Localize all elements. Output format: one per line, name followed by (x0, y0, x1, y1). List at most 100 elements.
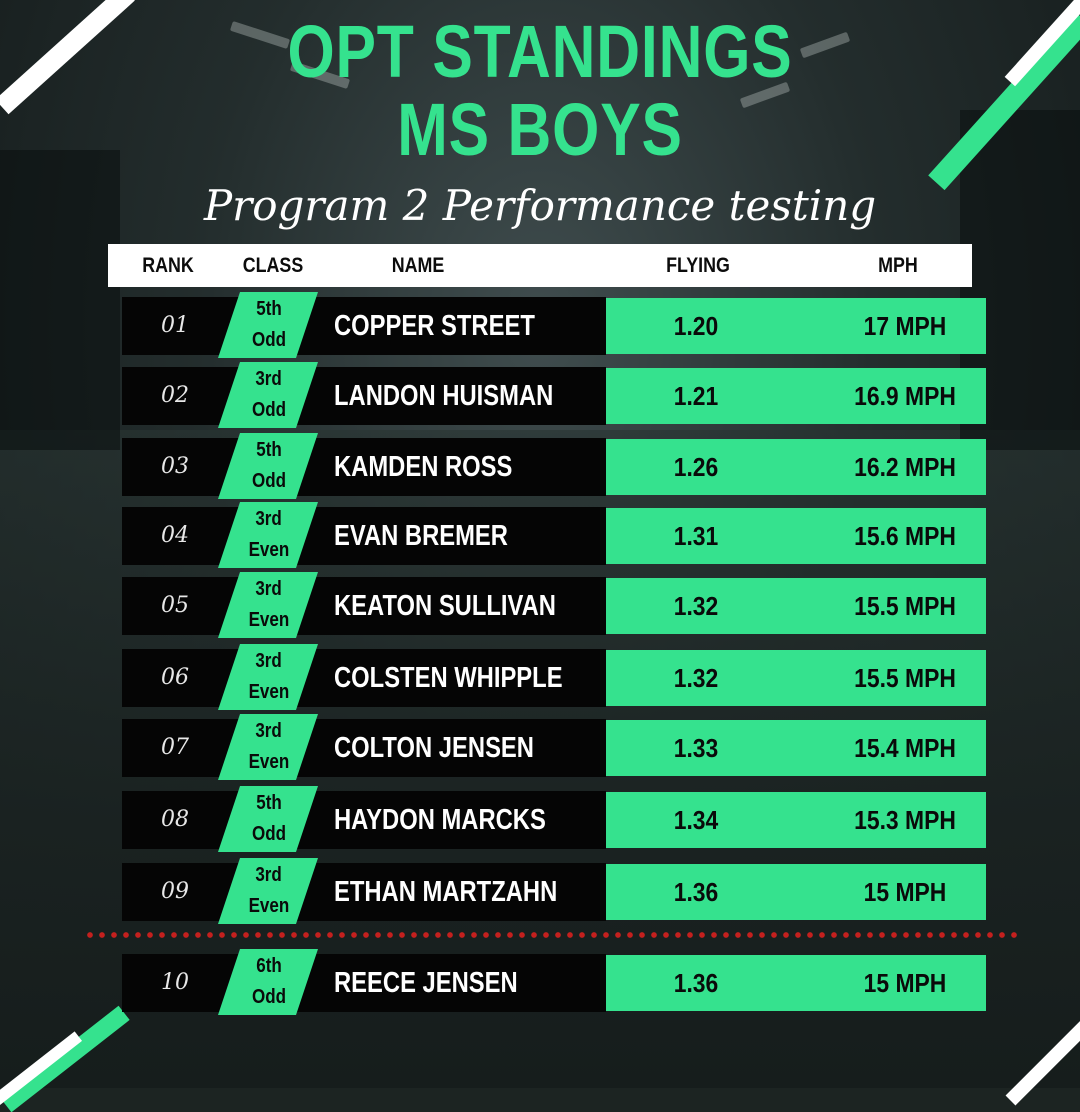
header-mph: MPH (878, 254, 918, 277)
athlete-name: COLSTEN WHIPPLE (334, 662, 563, 694)
speed-mph: 15.5 MPH (854, 663, 956, 693)
table-row: 10 6th Odd REECE JENSEN 1.36 15 MPH (0, 949, 1080, 1015)
rank-number: 04 (161, 523, 189, 548)
class-label: 3rd Even (224, 572, 314, 638)
speed-mph: 15.4 MPH (854, 733, 956, 763)
speed-mph: 15 MPH (863, 968, 947, 998)
rank-number: 05 (161, 593, 189, 618)
athlete-name: COPPER STREET (334, 310, 535, 342)
rank-number: 10 (161, 970, 189, 995)
row-stats-background (606, 792, 986, 848)
flying-time: 1.32 (673, 663, 719, 693)
table-row: 09 3rd Even ETHAN MARTZAHN 1.36 15 MPH (0, 858, 1080, 924)
class-label: 6th Odd (224, 949, 314, 1015)
athlete-name: HAYDON MARCKS (334, 804, 546, 836)
class-group: Odd (252, 329, 286, 351)
row-background (122, 297, 606, 355)
class-grade: 3rd (255, 578, 283, 600)
athlete-name: ETHAN MARTZAHN (334, 876, 558, 908)
class-group: Even (248, 609, 290, 631)
athlete-name: LANDON HUISMAN (334, 380, 554, 412)
speed-mph: 16.2 MPH (854, 452, 956, 482)
class-label: 3rd Even (224, 502, 314, 568)
row-background (122, 863, 606, 921)
rank-number: 07 (161, 735, 189, 760)
speed-mph: 15.3 MPH (854, 805, 956, 835)
rank-number: 06 (161, 665, 189, 690)
flying-time: 1.20 (673, 311, 719, 341)
row-background (122, 507, 606, 565)
athlete-name: COLTON JENSEN (334, 732, 534, 764)
row-background (122, 954, 606, 1012)
table-row: 05 3rd Even KEATON SULLIVAN 1.32 15.5 MPH (0, 572, 1080, 638)
rank-number: 01 (161, 313, 189, 338)
row-background (122, 438, 606, 496)
flying-time: 1.34 (673, 805, 719, 835)
flying-time: 1.26 (673, 452, 719, 482)
row-stats-background (606, 720, 986, 776)
speed-mph: 17 MPH (863, 311, 947, 341)
program-subtitle: Program 2 Performance testing (203, 181, 877, 230)
class-label: 5th Odd (224, 433, 314, 499)
class-grade: 5th (256, 298, 282, 320)
class-group: Odd (252, 823, 286, 845)
table-row: 01 5th Odd COPPER STREET 1.20 17 MPH (0, 292, 1080, 358)
speed-mph: 15.6 MPH (854, 521, 956, 551)
class-group: Even (248, 751, 290, 773)
row-background (122, 577, 606, 635)
speed-mph: 15.5 MPH (854, 591, 956, 621)
athlete-name: REECE JENSEN (334, 967, 518, 999)
class-grade: 5th (256, 792, 282, 814)
table-header: RANK CLASS NAME FLYING 10'S MPH (108, 244, 972, 320)
row-stats-background (606, 368, 986, 424)
header-class: CLASS (242, 254, 304, 277)
class-grade: 6th (256, 955, 282, 977)
class-grade: 3rd (255, 864, 283, 886)
flying-time: 1.36 (673, 968, 719, 998)
speed-mph: 16.9 MPH (854, 381, 956, 411)
class-label: 3rd Even (224, 644, 314, 710)
row-stats-background (606, 508, 986, 564)
class-group: Odd (252, 470, 286, 492)
header-rank: RANK (142, 254, 194, 277)
row-background (122, 719, 606, 777)
row-stats-background (606, 864, 986, 920)
table-row: 08 5th Odd HAYDON MARCKS 1.34 15.3 MPH (0, 786, 1080, 852)
flying-time: 1.32 (673, 591, 719, 621)
row-stats-background (606, 298, 986, 354)
row-stats-background (606, 439, 986, 495)
class-group: Even (248, 539, 290, 561)
row-stats-background (606, 578, 986, 634)
speed-mph: 15 MPH (863, 877, 947, 907)
table-row: 07 3rd Even COLTON JENSEN 1.33 15.4 MPH (0, 714, 1080, 780)
page-title: OPT STANDINGS (287, 10, 793, 93)
rank-number: 09 (161, 879, 189, 904)
row-stats-background (606, 955, 986, 1011)
rank-number: 02 (161, 383, 189, 408)
flying-time: 1.33 (673, 733, 719, 763)
athlete-name: EVAN BREMER (334, 520, 508, 552)
class-label: 5th Odd (224, 292, 314, 358)
class-group: Odd (252, 399, 286, 421)
athlete-name: KAMDEN ROSS (334, 451, 513, 483)
class-grade: 3rd (255, 368, 283, 390)
class-label: 5th Odd (224, 786, 314, 852)
row-background (122, 649, 606, 707)
row-background (122, 367, 606, 425)
table-row: 04 3rd Even EVAN BREMER 1.31 15.6 MPH (0, 502, 1080, 568)
equipment-rack-left (0, 150, 120, 450)
table-row: 02 3rd Odd LANDON HUISMAN 1.21 16.9 MPH (0, 362, 1080, 428)
flying-time: 1.36 (673, 877, 719, 907)
page-title-sub: MS BOYS (397, 88, 683, 171)
class-grade: 3rd (255, 720, 283, 742)
class-label: 3rd Even (224, 858, 314, 924)
class-group: Even (248, 895, 290, 917)
class-grade: 5th (256, 439, 282, 461)
class-grade: 3rd (255, 508, 283, 530)
class-label: 3rd Odd (224, 362, 314, 428)
flying-time: 1.31 (673, 521, 719, 551)
rank-number: 08 (161, 807, 189, 832)
table-row: 03 5th Odd KAMDEN ROSS 1.26 16.2 MPH (0, 433, 1080, 499)
rank-number: 03 (161, 454, 189, 479)
row-background (122, 791, 606, 849)
